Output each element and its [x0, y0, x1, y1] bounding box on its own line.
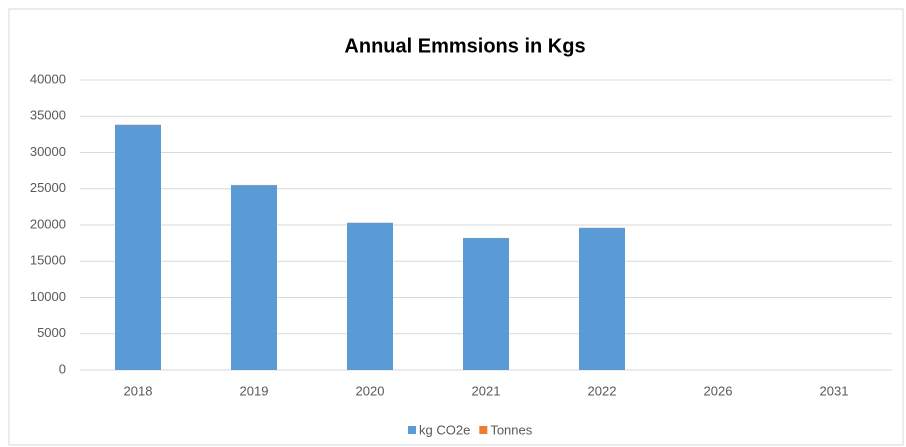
y-tick-label: 40000 [30, 71, 66, 86]
y-tick-label: 35000 [30, 108, 66, 123]
y-tick-label: 30000 [30, 144, 66, 159]
x-tick-label: 2022 [588, 383, 617, 398]
x-tick-label: 2021 [472, 383, 501, 398]
legend-swatch [479, 426, 488, 434]
y-tick-label: 0 [59, 361, 66, 376]
bar [231, 185, 277, 370]
bar [347, 222, 393, 370]
x-tick-label: 2031 [820, 383, 849, 398]
x-tick-label: 2020 [356, 383, 385, 398]
legend-swatch [408, 426, 416, 434]
y-tick-label: 15000 [30, 253, 66, 268]
legend-label: kg CO2e [419, 422, 470, 437]
x-tick-label: 2019 [240, 383, 269, 398]
bar [579, 227, 625, 370]
bar [463, 238, 509, 370]
x-tick-label: 2026 [704, 383, 733, 398]
y-tick-label: 5000 [37, 325, 66, 340]
bar [115, 124, 161, 370]
x-tick-label: 2018 [124, 383, 153, 398]
y-tick-label: 20000 [30, 216, 66, 231]
y-tick-label: 25000 [30, 180, 66, 195]
legend-label: Tonnes [490, 422, 532, 437]
chart-title: Annual Emmsions in Kgs [344, 35, 585, 57]
y-tick-label: 10000 [30, 289, 66, 304]
